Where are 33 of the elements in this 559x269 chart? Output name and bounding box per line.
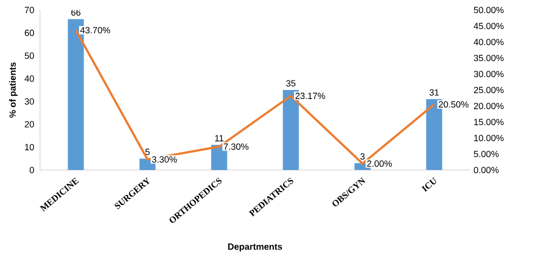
x-axis-title: Departments	[228, 244, 282, 252]
data-label: 35	[286, 80, 296, 86]
data-label: 20.50%	[438, 101, 468, 108]
y-tick-label: 70	[24, 6, 34, 14]
data-label: 43.70%	[80, 26, 110, 34]
y-tick-label: 0	[30, 166, 34, 174]
y2-tick-label: 30.00%	[474, 70, 504, 78]
data-label: 5	[145, 148, 150, 156]
data-label: 3.30%	[152, 156, 177, 163]
data-label: 2.00%	[367, 160, 392, 167]
data-label: 11	[215, 135, 224, 142]
y2-tick-label: 50.00%	[474, 6, 504, 14]
y-tick-label: 50	[24, 52, 34, 59]
y-tick-label: 60	[24, 30, 34, 36]
y-tick-label: 30	[24, 98, 34, 105]
y2-tick-label: 25.00%	[474, 86, 504, 94]
y2-tick-label: 15.00%	[474, 118, 504, 126]
y-axis-title: % of patients	[9, 62, 18, 118]
y2-tick-label: 10.00%	[474, 134, 504, 142]
y2-tick-label: 40.00%	[474, 38, 504, 46]
y-tick-label: 20	[24, 121, 34, 128]
y2-tick-label: 0.00%	[474, 166, 499, 174]
data-label: 31	[430, 89, 439, 96]
y2-tick-label: 35.00%	[474, 54, 504, 62]
y-tick-label: 40	[24, 75, 34, 82]
y-tick-label: 10	[25, 144, 34, 150]
y2-tick-label: 20.00%	[474, 102, 504, 110]
data-label: 23.17%	[295, 92, 326, 100]
data-label: 7.30%	[224, 143, 248, 150]
y2-tick-label: 45.00%	[474, 22, 504, 30]
data-label: 3	[360, 153, 365, 160]
y2-tick-label: 5.00%	[474, 150, 499, 158]
x-tick-label: ICU	[421, 177, 436, 192]
